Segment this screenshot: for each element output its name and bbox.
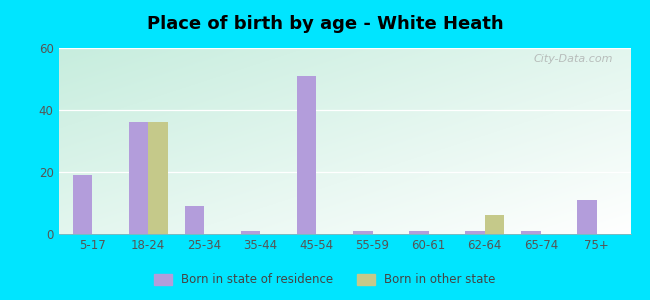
Text: Place of birth by age - White Heath: Place of birth by age - White Heath: [147, 15, 503, 33]
Bar: [297, 76, 317, 234]
Bar: [353, 231, 372, 234]
Bar: [148, 122, 168, 234]
Text: City-Data.com: City-Data.com: [534, 54, 614, 64]
Bar: [577, 200, 597, 234]
Bar: [409, 231, 428, 234]
Bar: [129, 122, 148, 234]
Bar: [485, 215, 504, 234]
Bar: [73, 175, 92, 234]
Bar: [240, 231, 261, 234]
Bar: [521, 231, 541, 234]
Bar: [465, 231, 485, 234]
Bar: [185, 206, 204, 234]
Legend: Born in state of residence, Born in other state: Born in state of residence, Born in othe…: [150, 269, 500, 291]
